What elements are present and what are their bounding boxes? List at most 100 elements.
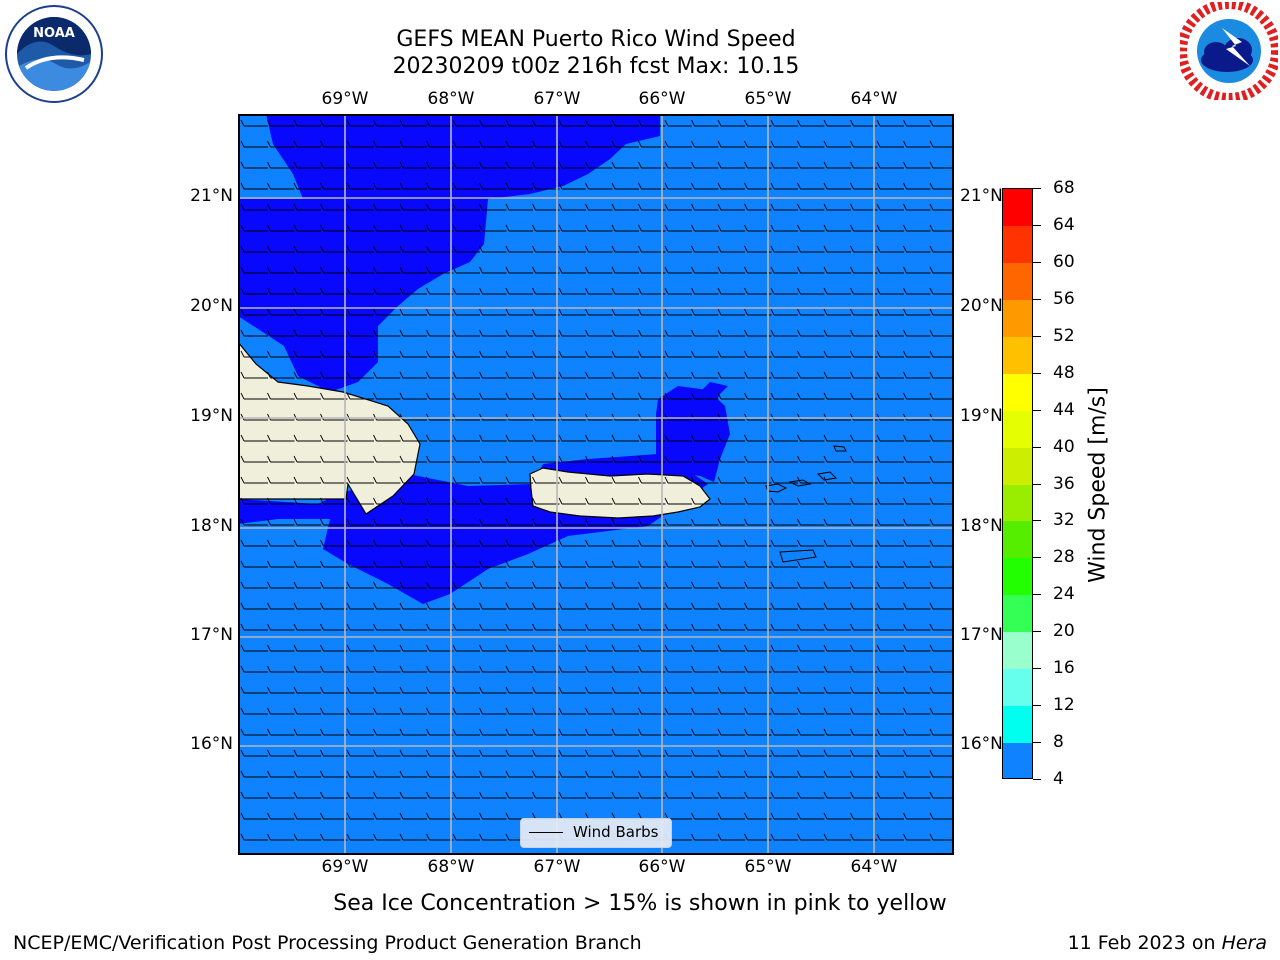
lat-label-left: 21°N (190, 186, 233, 206)
footer-branch: NCEP/EMC/Verification Post Processing Pr… (13, 932, 642, 954)
colorbar-segment (1003, 373, 1032, 412)
lon-label-bottom: 64°W (850, 857, 898, 877)
lon-label-top: 67°W (533, 89, 581, 109)
chart-subtitle: 20230209 t00z 216h fcst Max: 10.15 (392, 54, 800, 79)
sea-ice-caption: Sea Ice Concentration > 15% is shown in … (333, 891, 947, 916)
low-wind-region-south (238, 382, 728, 604)
colorbar-tick-mark (1033, 779, 1041, 780)
colorbar-tick-label: 16 (1053, 658, 1075, 679)
colorbar-segment (1003, 632, 1032, 670)
colorbar-segment (1003, 189, 1032, 227)
lat-label-left: 20°N (190, 296, 233, 316)
colorbar-tick-label: 12 (1053, 695, 1075, 716)
colorbar-tick-label: 8 (1053, 732, 1064, 753)
colorbar-tick-mark (1033, 483, 1041, 485)
lat-label-right: 21°N (960, 186, 1003, 206)
colorbar-segment (1003, 336, 1032, 375)
colorbar-segment (1003, 447, 1032, 485)
colorbar-tick-mark (1033, 261, 1041, 263)
lat-label-left: 18°N (190, 516, 233, 536)
colorbar-tick-mark (1033, 188, 1041, 189)
colorbar-tick-mark (1033, 557, 1041, 559)
ocean-strip-nw (238, 114, 303, 199)
lat-label-right: 20°N (960, 296, 1003, 316)
colorbar-tick-label: 4 (1053, 769, 1064, 789)
wind-speed-map (238, 114, 954, 855)
low-wind-region-east (656, 386, 730, 482)
lon-label-top: 69°W (321, 89, 369, 109)
lon-label-bottom: 68°W (427, 857, 475, 877)
colorbar-tick-label: 68 (1053, 178, 1075, 198)
lon-label-top: 64°W (850, 89, 898, 109)
colorbar-tick-label: 20 (1053, 621, 1075, 642)
colorbar-tick-mark (1033, 520, 1041, 522)
hispaniola-land (238, 341, 421, 515)
colorbar-segment (1003, 225, 1032, 264)
colorbar-segment (1003, 521, 1032, 559)
colorbar-tick-label: 24 (1053, 584, 1075, 605)
noaa-logo-text: NOAA (33, 26, 75, 41)
nws-logo (1177, 0, 1280, 104)
colorbar-segment (1003, 410, 1032, 449)
colorbar-tick-mark (1033, 668, 1041, 670)
nws-logo-icon (1177, 0, 1280, 103)
footer-date-text: 11 Feb 2023 on (1067, 932, 1222, 954)
colorbar-tick-label: 32 (1053, 510, 1075, 531)
low-wind-region-north (238, 114, 660, 392)
virgin-islands (765, 445, 847, 493)
lon-label-bottom: 66°W (638, 857, 686, 877)
colorbar-tick-mark (1033, 446, 1041, 448)
lon-label-bottom: 69°W (321, 857, 369, 877)
gridlines (238, 114, 954, 855)
colorbar-tick-label: 44 (1053, 399, 1075, 420)
colorbar-tick-label: 28 (1053, 547, 1075, 568)
map-frame (238, 114, 954, 855)
colorbar-tick-mark (1033, 335, 1041, 337)
wind-barb-legend-icon (529, 832, 563, 833)
colorbar-segment (1003, 595, 1032, 633)
noaa-logo-icon: NOAA (5, 5, 103, 103)
colorbar-tick-mark (1033, 742, 1041, 744)
colorbar-segment (1003, 558, 1032, 596)
lon-label-top: 65°W (744, 89, 792, 109)
colorbar-segment (1003, 299, 1032, 338)
colorbar-tick-mark (1033, 705, 1041, 707)
lat-label-right: 17°N (960, 625, 1003, 645)
colorbar-segment (1003, 484, 1032, 522)
colorbar-segment (1003, 706, 1032, 744)
colorbar-label: Wind Speed [m/s] (1085, 387, 1111, 583)
colorbar-segment (1003, 743, 1032, 778)
lat-label-right: 18°N (960, 516, 1003, 536)
lat-label-right: 19°N (960, 406, 1003, 426)
st-croix-island (779, 549, 817, 563)
lon-label-bottom: 65°W (744, 857, 792, 877)
colorbar-tick-label: 56 (1053, 288, 1075, 309)
lat-label-left: 19°N (190, 406, 233, 426)
footer-host: Hera (1221, 932, 1267, 954)
colorbar-segment (1003, 669, 1032, 707)
colorbar-tick-label: 52 (1053, 325, 1075, 346)
lon-label-top: 66°W (638, 89, 686, 109)
lon-label-top: 68°W (427, 89, 475, 109)
colorbar-tick-mark (1033, 224, 1041, 226)
lat-label-left: 16°N (190, 734, 233, 754)
colorbar-tick-label: 48 (1053, 362, 1075, 383)
map-legend: Wind Barbs (520, 818, 672, 848)
legend-label: Wind Barbs (573, 823, 659, 841)
noaa-logo: NOAA (4, 4, 104, 108)
colorbar-tick-mark (1033, 594, 1041, 596)
colorbar (1002, 188, 1033, 779)
lat-label-right: 16°N (960, 734, 1003, 754)
colorbar-tick-mark (1033, 298, 1041, 300)
footer-date: 11 Feb 2023 on Hera (1068, 932, 1267, 954)
colorbar-tick-mark (1033, 409, 1041, 411)
puerto-rico-land (529, 467, 711, 519)
colorbar-tick-mark (1033, 372, 1041, 374)
colorbar-tick-label: 36 (1053, 473, 1075, 494)
chart-title: GEFS MEAN Puerto Rico Wind Speed (396, 27, 796, 52)
colorbar-segment (1003, 262, 1032, 301)
colorbar-tick-label: 60 (1053, 251, 1075, 272)
colorbar-tick-label: 64 (1053, 214, 1075, 235)
lon-label-bottom: 67°W (533, 857, 581, 877)
colorbar-tick-label: 40 (1053, 436, 1075, 457)
